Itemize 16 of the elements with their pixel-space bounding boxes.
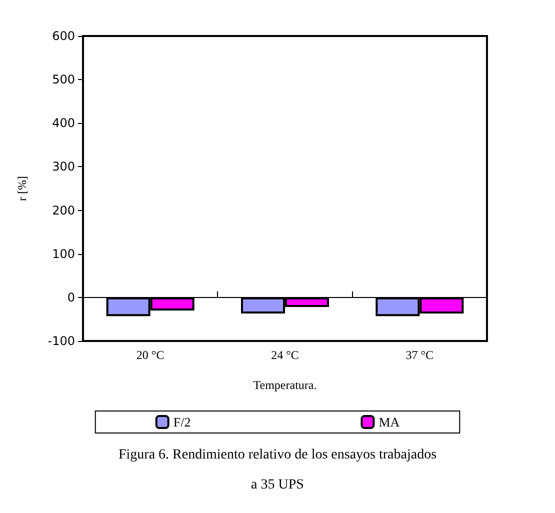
legend-label: MA xyxy=(378,414,400,430)
y-axis-title: r [%] xyxy=(15,176,29,201)
x-tick-label: 37 °C xyxy=(406,348,434,362)
x-axis-title: Temperatura. xyxy=(253,378,317,392)
y-tick-label: 0 xyxy=(67,290,75,304)
x-tick-label: 24 °C xyxy=(271,348,299,362)
text: Figura 6. Rendimiento relativo de los ensayos trabajados a 35 UPS xyxy=(118,448,437,492)
y-tick-label: 300 xyxy=(52,160,75,174)
y-tick-label: 400 xyxy=(52,116,75,130)
y-tick-label: 100 xyxy=(52,246,75,261)
y-tick-label: 200 xyxy=(52,203,75,218)
y-tick-label: 600 xyxy=(52,29,75,43)
x-tick-label: 20 °C xyxy=(136,348,164,362)
y-tick-label: 500 xyxy=(52,72,75,87)
y-tick-label: -100 xyxy=(48,334,75,348)
legend-label: F/2 xyxy=(173,414,191,430)
